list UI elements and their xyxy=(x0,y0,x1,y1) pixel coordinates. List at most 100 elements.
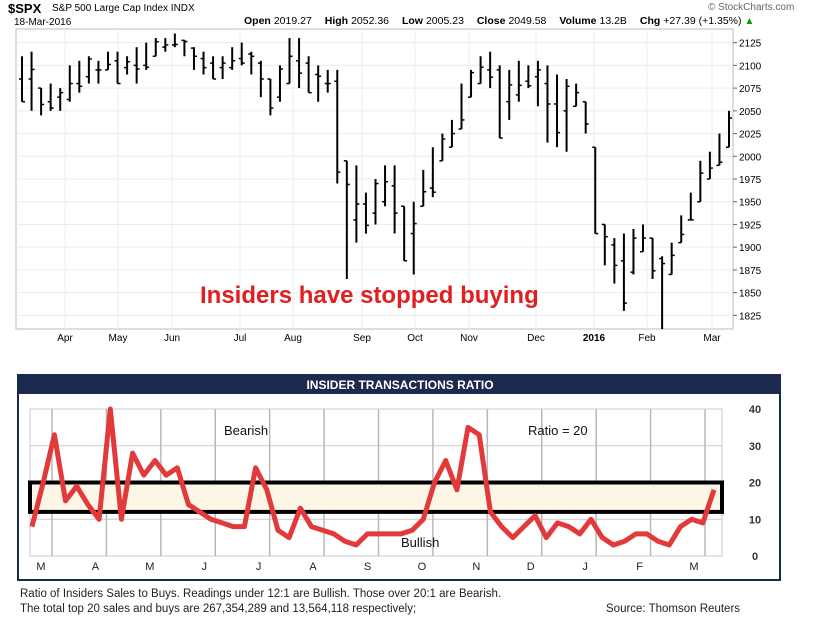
volume-value: 13.2B xyxy=(599,15,627,27)
ratio-ytick-label: 20 xyxy=(749,478,761,490)
chart-date: 18-Mar-2016 xyxy=(14,17,72,28)
ratio-xtick-label: S xyxy=(364,561,371,573)
price-bar xyxy=(343,160,350,279)
price-bar xyxy=(678,215,685,244)
up-arrow-icon: ▲ xyxy=(744,16,755,27)
price-bar xyxy=(85,56,92,84)
ratio-band xyxy=(28,480,724,514)
price-bar xyxy=(267,78,274,116)
price-bar xyxy=(458,83,465,130)
price-xtick-label: Mar xyxy=(703,333,721,344)
close-value: 2049.58 xyxy=(508,15,547,27)
price-bar xyxy=(257,60,264,98)
price-bar xyxy=(28,51,35,111)
ratio-xtick-label: M xyxy=(689,561,698,573)
ratio-ytick-label: 30 xyxy=(749,441,761,453)
price-bar xyxy=(124,56,131,75)
price-xtick-label: May xyxy=(109,333,128,344)
price-ytick-label: 1950 xyxy=(739,198,762,209)
price-bar xyxy=(582,100,589,134)
price-bar xyxy=(439,133,446,162)
price-bar xyxy=(401,205,408,262)
open-value: 2019.27 xyxy=(273,15,312,27)
ratio-xtick-label: N xyxy=(472,561,480,573)
price-bar xyxy=(391,165,398,234)
close-label: Close xyxy=(476,15,506,27)
price-bar xyxy=(66,65,73,102)
price-bar xyxy=(468,69,475,98)
price-bar xyxy=(477,56,484,85)
price-annotation: Insiders have stopped buying xyxy=(200,282,539,309)
price-bar xyxy=(573,83,580,108)
price-bar xyxy=(687,192,694,221)
price-xtick-label: 2016 xyxy=(583,333,606,344)
price-bar xyxy=(19,56,25,103)
index-name: S&P 500 Large Cap Index xyxy=(52,3,169,14)
price-bar xyxy=(305,56,312,94)
high-label: High xyxy=(324,15,349,27)
price-bar xyxy=(286,38,293,85)
price-bar xyxy=(95,60,102,84)
price-bar xyxy=(47,83,54,111)
open-label: Open xyxy=(244,15,271,27)
price-bar xyxy=(525,65,532,89)
price-bar xyxy=(353,165,360,243)
price-bar xyxy=(429,147,436,198)
price-xtick-label: Apr xyxy=(57,333,73,344)
price-bar xyxy=(506,69,513,120)
price-bar xyxy=(152,38,159,58)
price-bar xyxy=(133,47,140,84)
price-ytick-label: 1925 xyxy=(739,220,762,231)
ratio-ytick-label: 0 xyxy=(752,551,758,563)
price-bar xyxy=(143,42,150,70)
price-xtick-label: Feb xyxy=(638,333,656,344)
symbol-description: S&P 500 Large Cap Index INDX xyxy=(52,3,195,14)
price-bar xyxy=(248,51,255,75)
price-bar xyxy=(372,179,379,225)
price-bar xyxy=(544,65,551,143)
ratio-xtick-label: A xyxy=(92,561,100,573)
price-bar xyxy=(534,60,541,107)
ratio-xtick-label: F xyxy=(636,561,643,573)
footer-source: Source: Thomson Reuters xyxy=(606,603,741,615)
insider-ratio-line xyxy=(29,406,717,548)
price-bar xyxy=(104,51,111,71)
price-bar xyxy=(554,74,561,148)
price-bar xyxy=(229,47,236,70)
price-bar xyxy=(210,56,217,80)
price-bar xyxy=(410,201,417,275)
ratio-xtick-label: J xyxy=(202,561,208,573)
price-bar xyxy=(601,223,608,266)
price-bar xyxy=(420,169,427,208)
ratio-xtick-label: M xyxy=(145,561,154,573)
price-bar xyxy=(706,151,713,180)
ratio-value-label: Ratio = 20 xyxy=(528,423,588,438)
price-bar xyxy=(448,119,455,148)
price-bar xyxy=(640,224,647,253)
price-bar xyxy=(57,88,64,111)
price-xtick-label: Dec xyxy=(527,333,545,344)
price-bar xyxy=(611,238,618,284)
price-bar xyxy=(238,42,245,66)
price-bar xyxy=(114,51,121,85)
ratio-title: INSIDER TRANSACTIONS RATIO xyxy=(306,378,493,392)
bearish-label: Bearish xyxy=(224,423,268,438)
price-ytick-label: 2025 xyxy=(739,130,762,141)
exchange: INDX xyxy=(170,3,195,14)
ohlc-summary: Open 2019.27 High 2052.36 Low 2005.23 Close… xyxy=(244,15,754,27)
price-bar xyxy=(76,60,83,93)
stockcharts-brand[interactable]: © StockCharts.com xyxy=(708,2,795,13)
price-bar xyxy=(592,146,599,235)
price-ytick-label: 1850 xyxy=(739,289,762,300)
price-bar xyxy=(649,237,656,279)
price-ytick-label: 2100 xyxy=(739,61,762,72)
price-chart: 2125 2100 2075 2050 2025 2000 1975 1950 1925 1900… xyxy=(15,28,762,344)
price-bar xyxy=(630,229,637,275)
insider-ratio-chart: INSIDER TRANSACTIONS RATIO 40 30 20 10 0 M A M… xyxy=(17,374,781,581)
high-value: 2052.36 xyxy=(351,15,390,27)
price-bar xyxy=(487,51,494,89)
low-label: Low xyxy=(401,15,423,27)
price-xtick-label: Sep xyxy=(353,333,371,344)
price-ytick-label: 2125 xyxy=(739,39,762,50)
price-bar xyxy=(324,69,331,93)
